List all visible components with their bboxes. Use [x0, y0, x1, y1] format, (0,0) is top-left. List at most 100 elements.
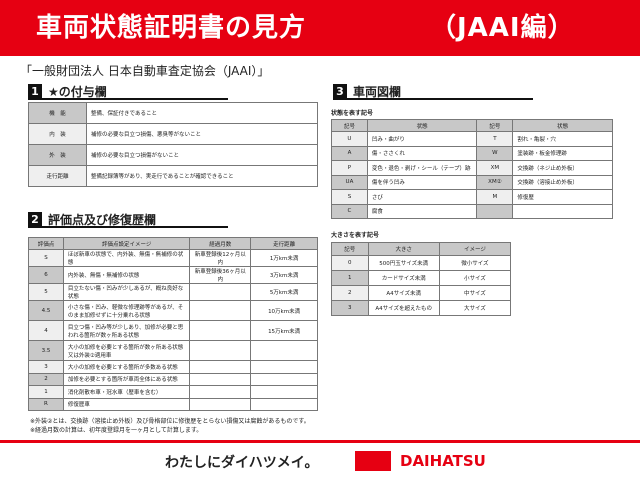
- title-banner: 車両状態証明書の見方 （JAAI編）: [0, 0, 640, 56]
- table-row: C 腐食: [331, 203, 613, 219]
- table-cell: U: [331, 131, 368, 147]
- table-cell: 4.5: [28, 300, 64, 321]
- table-cell: 記号: [476, 119, 514, 132]
- table-row: UA 傷を伴う凹み XM② 交換跡（溶接止め外板）: [331, 174, 613, 190]
- page-subtitle: （JAAI編）: [430, 13, 575, 43]
- table-cell: [189, 372, 252, 386]
- organization-name: 「一般財団法人 日本自動車査定協会（JAAI）」: [20, 64, 270, 78]
- table-cell: [189, 360, 252, 374]
- table-cell: 傷を伴う凹み: [366, 174, 478, 190]
- table-cell: 5: [28, 283, 64, 301]
- section-2-header: 2 評価点及び修復歴欄: [28, 212, 228, 228]
- table-cell: 腐食: [366, 203, 478, 219]
- table-cell: 整備記録簿等があり、実走行であることが確認できること: [86, 165, 318, 187]
- table-row: S さび M 修復歴: [331, 189, 613, 205]
- table-cell: 2: [331, 285, 369, 301]
- table-cell: 状態: [366, 119, 478, 132]
- table-row: 2 A4サイズ未満 中サイズ: [331, 285, 512, 301]
- table-cell: [189, 397, 252, 411]
- table-cell: [189, 385, 252, 399]
- table-cell: 目立つ傷・凹み等が少しあり、加修が必要と思われる箇所が数ヶ所ある状態: [62, 320, 191, 341]
- table-row: 内 装補修の必要な目立つ損傷、悪臭等がないこと: [28, 123, 318, 145]
- table-cell: XM②: [476, 174, 514, 190]
- table-cell: [250, 397, 318, 411]
- note: ※外装②とは、交換跡（溶接止め外板）及び骨格部位に修復歴をとらない損傷又は腐蝕が…: [30, 418, 310, 425]
- table-cell: 大サイズ: [438, 300, 512, 316]
- table-cell: R: [28, 397, 64, 411]
- table-cell: S: [331, 189, 368, 205]
- table-cell: 凹み・曲がり: [366, 131, 478, 147]
- table-row: 走行距離 整備記録簿等があり、実走行であることが確認できること: [28, 165, 318, 187]
- table-cell: 評価点: [28, 237, 64, 250]
- table-row: 記号 大きさ イメージ: [331, 242, 512, 256]
- table-cell: 微小サイズ: [438, 255, 512, 271]
- table-cell: [189, 340, 252, 361]
- table-cell: 走行距離: [250, 237, 318, 250]
- page-title: 車両状態証明書の見方: [36, 13, 307, 43]
- table-cell: 0: [331, 255, 369, 271]
- table-row: U 凹み・曲がり T 割れ・亀裂・穴: [331, 131, 613, 147]
- table-cell: A: [331, 145, 368, 161]
- table-cell: [250, 372, 318, 386]
- table-cell: 6: [28, 266, 64, 284]
- table-cell: 1: [331, 270, 369, 286]
- table-cell: 消化剤散布車・冠水車（歴車を含む）: [62, 385, 191, 399]
- table-cell: 3.5: [28, 340, 64, 361]
- table-cell: [250, 385, 318, 399]
- table-cell: 加修を必要とする箇所が車両全体にある状態: [62, 372, 191, 386]
- table-cell: S: [28, 249, 64, 267]
- table-cell: 中サイズ: [438, 285, 512, 301]
- table-cell: 新車登録後12ヶ月以内: [189, 249, 252, 267]
- table-cell: [189, 320, 252, 341]
- section-number: 1: [28, 84, 42, 98]
- table-cell: 大小の加修を必要とする箇所が数ヶ所ある状態又は外装②適用車: [62, 340, 191, 361]
- table-cell: 5万km未満: [250, 283, 318, 301]
- table-cell: [189, 283, 252, 301]
- table-row: 3 大小の加修を必要とする箇所が多数ある状態: [28, 360, 318, 374]
- table-row: R 修復歴車: [28, 397, 318, 411]
- star-table: 機 能整備、保証付きであること内 装補修の必要な目立つ損傷、悪臭等がないこと外 …: [28, 102, 318, 187]
- section-title: 車両図欄: [353, 84, 402, 99]
- table-cell: 交換跡（溶接止め外板）: [512, 174, 613, 190]
- table-row: 4 目立つ傷・凹み等が少しあり、加修が必要と思われる箇所が数ヶ所ある状態 15万km…: [28, 320, 318, 341]
- table-cell: M: [476, 189, 514, 205]
- table-cell: さび: [366, 189, 478, 205]
- table-row: 記号 状態 記号 状態: [331, 119, 613, 132]
- table-row: 2 加修を必要とする箇所が車両全体にある状態: [28, 372, 318, 386]
- table-cell: [476, 203, 514, 219]
- table-cell: W: [476, 145, 514, 161]
- table-cell: 3: [331, 300, 369, 316]
- table-cell: 大きさ: [367, 242, 440, 256]
- table-cell: A4サイズを超えたもの: [367, 300, 440, 316]
- table-cell: 機 能: [28, 102, 87, 124]
- table-cell: 2: [28, 372, 64, 386]
- score-table: 評価点 評価点設定イメージ 経過月数 走行距離 S ほぼ新車の状態で、内外装、無傷・無補修…: [28, 237, 318, 411]
- table-cell: 状態: [512, 119, 613, 132]
- table-row: 5 目立たない傷・凹みが少しあるが、概ね良好な状態 5万km未満: [28, 283, 318, 301]
- table-cell: 塗装跡・板金修理跡: [512, 145, 613, 161]
- table-cell: 走行距離: [28, 165, 87, 187]
- section-title: ★の付与欄: [48, 84, 107, 99]
- table-cell: 変色・退色・剥げ・シール（テープ）跡: [366, 160, 478, 176]
- table-row: P 変色・退色・剥げ・シール（テープ）跡 XM 交換跡（ネジ止め外板）: [331, 160, 613, 176]
- table-cell: 評価点設定イメージ: [62, 237, 191, 250]
- table-cell: C: [331, 203, 368, 219]
- table-cell: 補修の必要な目立つ損傷がないこと: [86, 144, 318, 166]
- table-cell: 交換跡（ネジ止め外板）: [512, 160, 613, 176]
- table-cell: 整備、保証付きであること: [86, 102, 318, 124]
- state-table: 記号 状態 記号 状態 U 凹み・曲がり T 割れ・亀裂・穴 A 傷・ささくれ W 塗装跡・板金修理跡…: [331, 119, 613, 219]
- section-title: 評価点及び修復歴欄: [48, 212, 157, 227]
- table-cell: 傷・ささくれ: [366, 145, 478, 161]
- table-cell: 経過月数: [189, 237, 252, 250]
- notes: ※外装②とは、交換跡（溶接止め外板）及び骨格部位に修復歴をとらない損傷又は腐蝕が…: [30, 417, 310, 435]
- table-cell: 修復歴車: [62, 397, 191, 411]
- size-label: 大きさを表す記号: [331, 232, 380, 239]
- brand-name: DAIHATSU: [400, 452, 486, 470]
- section-number: 2: [28, 212, 42, 226]
- table-cell: 小さな傷・凹み、軽微な修理跡等があるが、そのまま加修せずに十分乗れる状態: [62, 300, 191, 321]
- table-cell: 記号: [331, 119, 368, 132]
- table-cell: 補修の必要な目立つ損傷、悪臭等がないこと: [86, 123, 318, 145]
- table-cell: 大小の加修を必要とする箇所が多数ある状態: [62, 360, 191, 374]
- table-row: 機 能整備、保証付きであること: [28, 102, 318, 124]
- table-cell: 内 装: [28, 123, 87, 145]
